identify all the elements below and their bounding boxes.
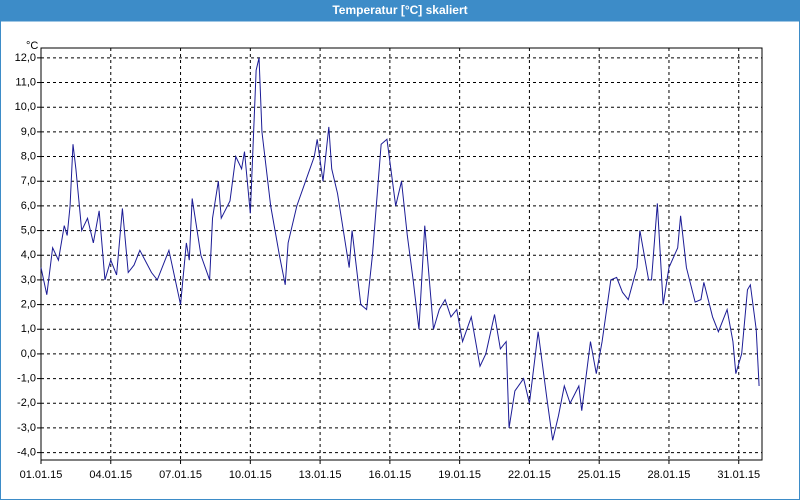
title-bar bbox=[0, 0, 800, 21]
y-tick-label: 10,0 bbox=[15, 101, 36, 113]
y-tick-label: 6,0 bbox=[21, 200, 36, 212]
y-tick-label: 0,0 bbox=[21, 348, 36, 360]
y-tick-label: 8,0 bbox=[21, 150, 36, 162]
y-tick-label: 4,0 bbox=[21, 249, 36, 261]
x-tick-label: 31.01.15 bbox=[717, 469, 760, 481]
x-tick-label: 04.01.15 bbox=[89, 469, 132, 481]
y-tick-label: 3,0 bbox=[21, 274, 36, 286]
x-tick-label: 13.01.15 bbox=[299, 469, 342, 481]
x-tick-label: 10.01.15 bbox=[229, 469, 272, 481]
y-tick-label: 7,0 bbox=[21, 175, 36, 187]
y-tick-label: 1,0 bbox=[21, 323, 36, 335]
y-tick-label: 12,0 bbox=[15, 52, 36, 64]
y-tick-label: -4,0 bbox=[17, 447, 36, 459]
x-tick-label: 19.01.15 bbox=[438, 469, 481, 481]
window-title: Temperatur [°C] skaliert bbox=[332, 3, 467, 17]
y-unit: °C bbox=[26, 40, 38, 52]
x-tick-label: 28.01.15 bbox=[648, 469, 691, 481]
y-tick-label: -1,0 bbox=[17, 372, 36, 384]
y-tick-label: -3,0 bbox=[17, 422, 36, 434]
y-tick-label: -2,0 bbox=[17, 397, 36, 409]
x-tick-label: 01.01.15 bbox=[20, 469, 63, 481]
x-tick-label: 16.01.15 bbox=[368, 469, 411, 481]
x-tick-label: 22.01.15 bbox=[508, 469, 551, 481]
temperature-line bbox=[40, 57, 760, 441]
y-tick-label: 11,0 bbox=[15, 76, 36, 88]
y-tick-label: 2,0 bbox=[21, 298, 36, 310]
plot-frame bbox=[40, 47, 763, 461]
x-tick-label: 07.01.15 bbox=[159, 469, 202, 481]
y-tick-label: 5,0 bbox=[21, 224, 36, 236]
x-tick-label: 25.01.15 bbox=[578, 469, 621, 481]
y-tick-label: 9,0 bbox=[21, 126, 36, 138]
